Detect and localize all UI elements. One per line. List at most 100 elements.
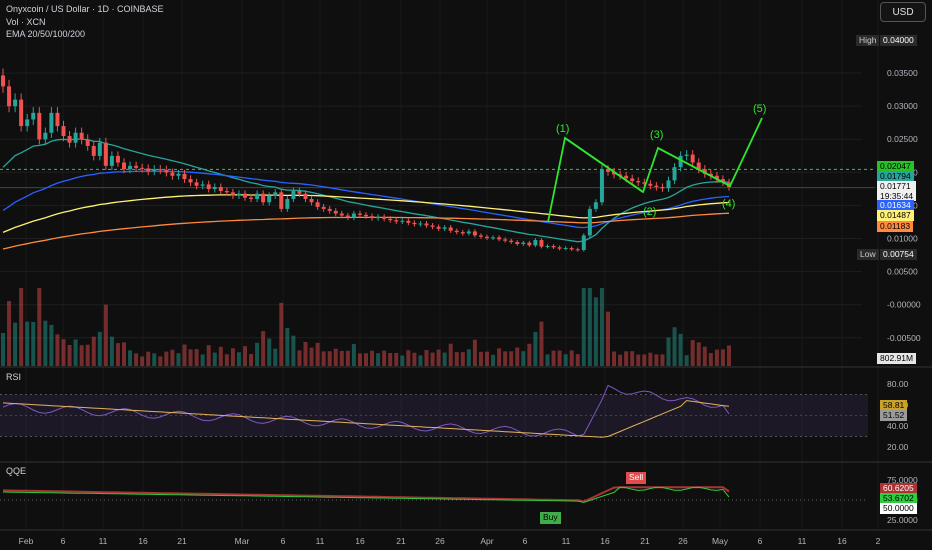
- volume-bar: [606, 311, 610, 366]
- volume-bar: [315, 342, 320, 366]
- qqe-label: QQE: [6, 466, 27, 476]
- price-tick: 0.03500: [887, 68, 918, 78]
- candle-body: [424, 223, 429, 226]
- volume-bar: [31, 321, 36, 366]
- candle-body: [158, 169, 163, 171]
- candle-body: [1, 75, 5, 87]
- candle-body: [79, 132, 84, 140]
- ema50-tag: 0.01634: [877, 200, 914, 211]
- volume-bar: [303, 342, 308, 366]
- volume-bar: [194, 349, 199, 366]
- volume-bar: [678, 333, 683, 366]
- candle-body: [218, 187, 223, 192]
- candle-body: [636, 181, 641, 183]
- volume-bar: [115, 343, 120, 366]
- volume-bar: [376, 353, 381, 366]
- date-tick: 11: [99, 536, 108, 546]
- price-tick: 0.03000: [887, 101, 918, 111]
- ema20-tag: 0.01794: [877, 171, 914, 182]
- volume-bar: [388, 353, 393, 366]
- volume-bar: [612, 351, 617, 366]
- volume-bar: [140, 356, 145, 366]
- candle-body: [230, 192, 235, 196]
- qqe-sell-signal: Sell: [626, 472, 647, 484]
- volume-bar: [321, 351, 326, 366]
- volume-bar: [164, 351, 169, 366]
- date-tick: 21: [396, 536, 406, 546]
- volume-value-tag: 802.91M: [877, 353, 917, 364]
- volume-bar: [630, 351, 635, 366]
- candle-body: [563, 247, 568, 249]
- volume-bar: [103, 304, 108, 366]
- candle-body: [55, 112, 60, 127]
- candle-body: [720, 179, 725, 183]
- candle-body: [285, 198, 290, 209]
- candle-body: [672, 167, 677, 181]
- price-tick: 0.01000: [887, 234, 918, 244]
- candle-body: [333, 210, 338, 214]
- candle-body: [267, 195, 272, 203]
- candle-body: [448, 227, 453, 231]
- currency-button[interactable]: USD: [880, 2, 926, 22]
- candle-body: [400, 220, 405, 222]
- volume-bar: [648, 352, 653, 366]
- volume-bar: [599, 288, 604, 366]
- candle-body: [13, 99, 18, 107]
- candle-body: [200, 184, 205, 186]
- volume-bar: [170, 349, 175, 366]
- candle-body: [273, 192, 278, 196]
- rsi-ma-line: [2, 400, 730, 438]
- volume-label: Vol · XCN: [6, 17, 46, 27]
- qqe-line-a: [2, 486, 730, 503]
- volume-bar: [297, 350, 302, 366]
- wave-label: (2): [643, 206, 656, 218]
- volume-bar: [230, 348, 235, 366]
- qqe-tick: 75.0000: [887, 475, 918, 485]
- volume-bar: [236, 352, 241, 366]
- rsi-band: [0, 394, 868, 437]
- ema-100-line: [2, 194, 730, 234]
- volume-bar: [660, 354, 665, 366]
- volume-bar: [509, 351, 514, 366]
- candle-body: [533, 240, 538, 246]
- volume-bar: [654, 354, 659, 366]
- date-tick: 6: [61, 536, 66, 546]
- volume-bar: [255, 342, 260, 366]
- volume-bar: [497, 348, 502, 366]
- candle-body: [593, 202, 598, 209]
- price-tick: -0.00000: [887, 300, 921, 310]
- high-label: High: [856, 35, 880, 46]
- volume-bar: [418, 355, 423, 366]
- volume-bar: [212, 352, 217, 366]
- rsi-line: [2, 384, 730, 437]
- volume-bar: [73, 339, 78, 366]
- candle-body: [364, 214, 368, 217]
- rsi-pane: [2, 384, 730, 438]
- volume-bar: [152, 353, 157, 366]
- volume-bar: [67, 344, 72, 366]
- volume-bars: [1, 288, 731, 366]
- volume-bar: [424, 350, 429, 366]
- qqe-pane: [2, 486, 730, 503]
- volume-bar: [351, 344, 356, 366]
- candle-body: [515, 242, 520, 245]
- high-value: 0.04000: [880, 35, 917, 46]
- candle-body: [122, 162, 126, 170]
- candle-body: [327, 208, 332, 211]
- volume-bar: [43, 320, 48, 366]
- candle-body: [134, 165, 139, 168]
- candle-body: [345, 215, 350, 218]
- date-tick: 16: [355, 536, 365, 546]
- candle-body: [630, 178, 635, 182]
- volume-bar: [593, 297, 598, 366]
- date-tick: Mar: [235, 536, 250, 546]
- candle-body: [297, 191, 302, 194]
- volume-bar: [563, 354, 568, 366]
- volume-bar: [1, 333, 5, 366]
- wave-label: (4): [722, 198, 735, 210]
- candle-body: [31, 112, 36, 120]
- candle-body: [442, 227, 447, 229]
- volume-bar: [364, 353, 368, 366]
- volume-bar: [460, 352, 465, 366]
